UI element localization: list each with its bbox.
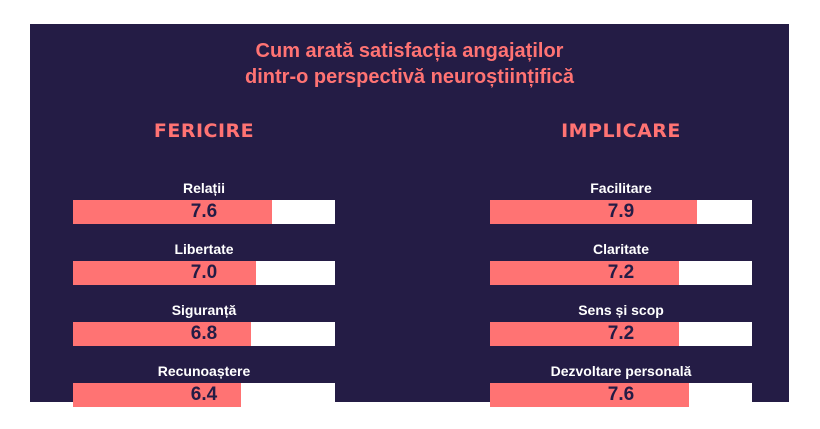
bar-label: Recunoaștere bbox=[157, 363, 251, 379]
bar-value: 6.4 bbox=[190, 384, 218, 405]
bar-value: 7.2 bbox=[607, 262, 635, 283]
bar-fill bbox=[490, 383, 689, 407]
chart-panel: Cum arată satisfacția angajaților dintr-… bbox=[30, 24, 789, 407]
bar-track: 7.6 bbox=[73, 200, 335, 224]
bar-value: 7.0 bbox=[190, 262, 218, 283]
bar-label: Facilitare bbox=[590, 180, 652, 196]
bar-label: Relații bbox=[182, 180, 225, 196]
bar-track: 7.2 bbox=[490, 322, 752, 346]
bar-track: 7.6 bbox=[490, 383, 752, 407]
bar-label: Claritate bbox=[592, 241, 650, 257]
bar-label: Libertate bbox=[174, 241, 234, 257]
group-title: FERICIRE bbox=[153, 120, 255, 142]
bar-fill bbox=[73, 383, 241, 407]
bar-value: 6.8 bbox=[190, 323, 218, 344]
bar-fill bbox=[73, 261, 256, 285]
bar-value: 7.6 bbox=[190, 201, 218, 222]
bar-track: 7.2 bbox=[490, 261, 752, 285]
bar-fill bbox=[490, 200, 697, 224]
bar-fill bbox=[490, 322, 679, 346]
group-title: IMPLICARE bbox=[561, 120, 681, 142]
bar-track: 7.9 bbox=[490, 200, 752, 224]
bar-track: 6.8 bbox=[73, 322, 335, 346]
bar-label: Dezvoltare personală bbox=[550, 363, 692, 379]
chart-title: Cum arată satisfacția angajaților dintr-… bbox=[30, 38, 789, 90]
bar-fill bbox=[490, 261, 679, 285]
title-line-2: dintr-o perspectivă neuroștiințifică bbox=[245, 66, 574, 88]
bar-value: 7.6 bbox=[607, 384, 635, 405]
bar-fill bbox=[73, 200, 272, 224]
bar-fill bbox=[73, 322, 251, 346]
bar-track: 7.0 bbox=[73, 261, 335, 285]
bar-value: 7.9 bbox=[607, 201, 635, 222]
bar-label: Sens și scop bbox=[578, 302, 664, 318]
title-line-1: Cum arată satisfacția angajaților bbox=[255, 40, 564, 62]
bar-label: Siguranță bbox=[171, 302, 237, 318]
bar-value: 7.2 bbox=[607, 323, 635, 344]
bar-track: 6.4 bbox=[73, 383, 335, 407]
